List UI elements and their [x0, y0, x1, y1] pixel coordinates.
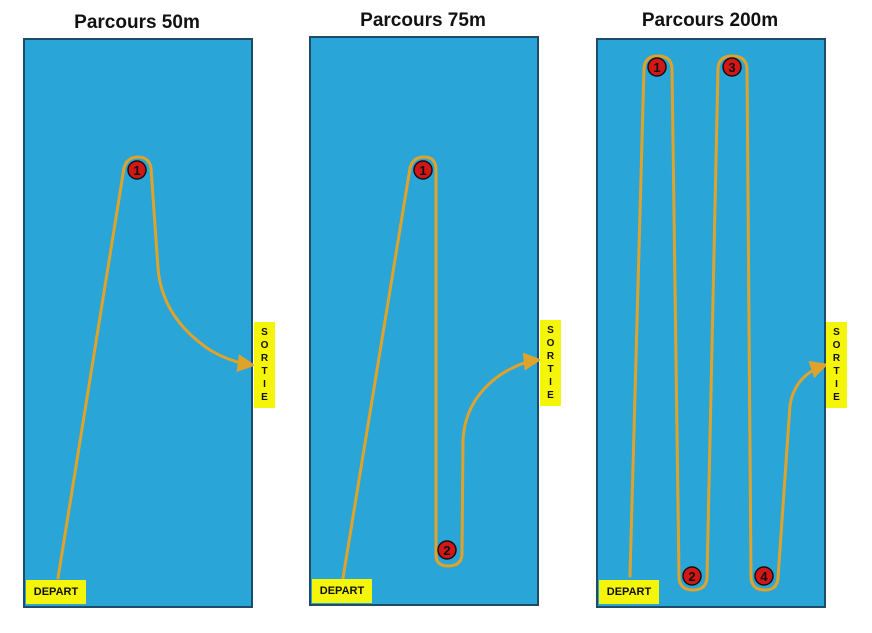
marker-2-course-2: 2	[437, 540, 457, 560]
sortie-letter: R	[260, 353, 269, 364]
marker-3-course-3: 3	[722, 57, 742, 77]
sortie-letter: I	[263, 379, 266, 390]
sortie-letter: E	[833, 392, 840, 403]
sortie-letter: T	[261, 366, 268, 377]
marker-1-course-2: 1	[413, 160, 433, 180]
pool-course-1	[23, 38, 253, 608]
path-course-1	[56, 155, 256, 580]
sortie-letter: O	[546, 338, 555, 349]
svg-text:1: 1	[419, 163, 426, 178]
sortie-letter: S	[547, 325, 554, 336]
sortie-letter: E	[261, 392, 268, 403]
svg-text:1: 1	[653, 60, 660, 75]
marker-4-course-3: 4	[754, 566, 774, 586]
svg-text:2: 2	[443, 543, 450, 558]
sortie-letter: T	[833, 366, 840, 377]
sortie-letter: O	[832, 340, 841, 351]
sortie-letter: I	[549, 377, 552, 388]
sortie-letter: E	[547, 390, 554, 401]
depart-label-course-2: DEPART	[312, 579, 372, 603]
course-2-title: Parcours 75m	[360, 10, 486, 31]
course-3-title: Parcours 200m	[641, 10, 779, 31]
pool-course-2	[309, 36, 539, 606]
marker-1-course-1: 1	[127, 160, 147, 180]
sortie-letter: T	[547, 364, 554, 375]
path-course-3	[628, 54, 829, 592]
sortie-letter: O	[260, 340, 269, 351]
marker-2-course-3: 2	[682, 566, 702, 586]
path-course-2	[341, 155, 542, 580]
depart-label-course-1: DEPART	[26, 580, 86, 604]
sortie-letter: R	[832, 353, 841, 364]
depart-label-course-3: DEPART	[599, 580, 659, 604]
svg-text:2: 2	[688, 569, 695, 584]
sortie-letter: S	[261, 327, 268, 338]
course-1-title: Parcours 50m	[74, 12, 200, 33]
sortie-letter: S	[833, 327, 840, 338]
svg-text:4: 4	[760, 569, 768, 584]
sortie-letter: I	[835, 379, 838, 390]
sortie-letter: R	[546, 351, 555, 362]
svg-text:1: 1	[133, 163, 140, 178]
marker-1-course-3: 1	[647, 57, 667, 77]
svg-text:3: 3	[728, 60, 735, 75]
